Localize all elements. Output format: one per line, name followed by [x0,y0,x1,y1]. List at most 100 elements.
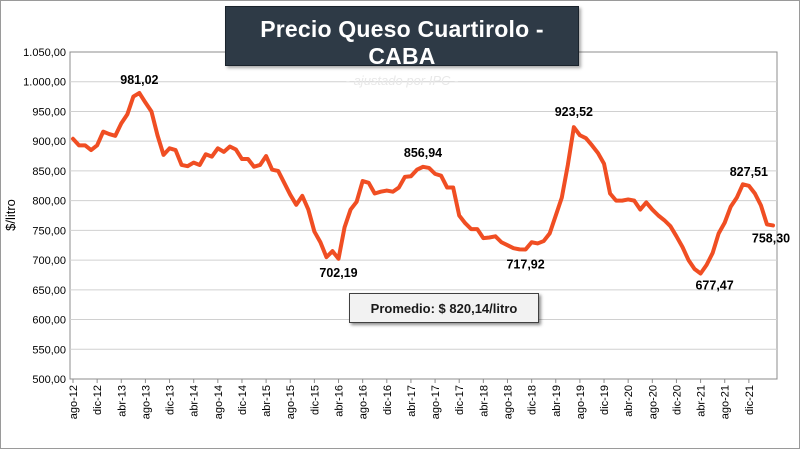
data-point [614,199,618,203]
data-point [542,239,546,243]
data-point [475,227,479,231]
x-tick-label: abr-21 [696,385,708,417]
y-tick-label: 850,00 [32,166,66,178]
data-point [674,234,679,238]
data-point [608,191,612,196]
x-tick-label: dic-15 [309,385,321,415]
y-tick-label: 500,00 [32,374,66,386]
data-point [433,172,437,176]
data-point [662,218,666,222]
data-point [626,197,630,202]
x-tick-label: dic-19 [599,385,611,415]
data-point [282,181,286,185]
x-tick-label: abr-16 [334,385,346,417]
data-label: 758,30 [752,231,790,245]
data-point [584,136,588,140]
x-tick-label: ago-20 [647,385,659,419]
data-point [180,163,184,167]
series-points [71,91,775,276]
chart-subtitle: - ajustado por IPC - [345,73,459,88]
data-point [741,182,745,186]
data-point [499,240,504,244]
data-point [668,224,673,228]
x-tick-label: ago-21 [720,385,732,419]
data-point [578,133,582,137]
data-point [493,234,498,238]
data-point [155,133,160,137]
x-tick-label: ago-14 [213,385,225,419]
data-point [276,169,280,173]
data-point [385,188,389,193]
data-point [355,200,359,204]
x-tick-label: dic-17 [454,385,466,415]
y-tick-label: 1.050,00 [23,47,66,59]
data-point [723,221,727,225]
data-point [511,246,516,250]
data-point [210,155,214,159]
data-point [620,199,624,203]
data-point [596,151,600,155]
data-point [481,236,485,240]
data-point [717,231,721,235]
x-tick-label: dic-16 [382,385,394,415]
data-point [204,152,208,156]
data-label: 827,51 [730,165,768,179]
x-tick-label: dic-21 [744,385,756,415]
data-point [590,143,594,147]
data-point [439,174,443,178]
data-point [234,147,238,152]
data-point [415,168,419,172]
data-point [566,163,570,167]
x-tick-label: abr-13 [116,385,128,417]
data-point [342,225,347,229]
data-point [451,185,455,190]
data-point [137,91,141,95]
y-tick-label: 700,00 [32,255,66,267]
x-tick-label: abr-15 [261,385,273,417]
x-tick-label: dic-18 [527,385,539,415]
data-point [246,157,250,161]
data-point [753,191,757,196]
x-tick-label: abr-20 [623,385,635,417]
data-point [729,204,733,209]
y-tick-label: 600,00 [32,315,66,327]
data-point [348,207,353,212]
data-point [632,199,636,203]
data-point [680,245,685,249]
data-point [427,166,431,170]
data-point [469,227,473,231]
data-point [373,191,377,196]
data-point [149,109,154,114]
data-point [270,168,274,172]
data-point [656,213,660,218]
data-point [379,190,383,194]
data-point [113,134,117,138]
x-tick-label: ago-18 [502,385,514,419]
y-tick-label: 1.000,00 [23,77,66,89]
data-point [602,162,606,166]
data-label: 677,47 [695,278,733,292]
data-point [765,222,769,227]
data-point [759,203,763,207]
data-point [536,241,540,246]
y-tick-label: 650,00 [32,285,66,297]
data-label: 923,52 [555,105,593,119]
plot-area [69,51,778,380]
x-tick-label: dic-13 [165,385,177,415]
data-point [330,249,335,253]
data-point [487,235,491,240]
data-point [367,181,371,185]
x-tick-label: dic-12 [92,385,104,415]
data-point [306,207,310,212]
data-point [318,240,323,244]
average-annotation: Promedio: $ 820,14/litro [349,293,539,323]
data-point [457,213,461,218]
data-point [409,174,413,178]
data-point [560,196,564,200]
data-point [101,130,105,134]
data-point [119,121,123,125]
x-tick-label: abr-19 [551,385,563,417]
y-tick-label: 550,00 [32,344,66,356]
data-point [361,179,365,183]
data-point [264,154,268,158]
